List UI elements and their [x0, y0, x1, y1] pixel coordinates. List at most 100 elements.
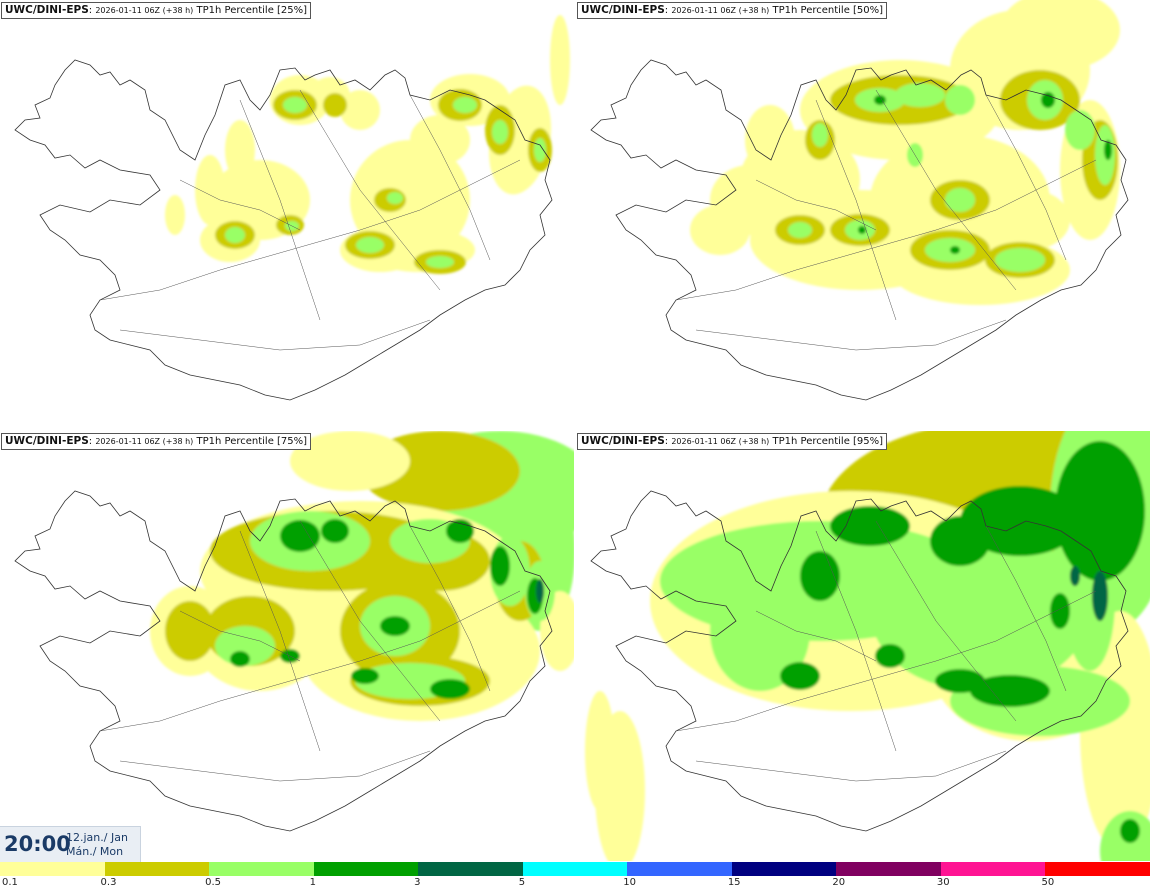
precip-area: [536, 579, 544, 603]
run-time: 2026-01-11 06Z (+38 h): [671, 437, 770, 446]
precip-area: [323, 93, 347, 117]
panel-title: UWC/DINI-EPS: 2026-01-11 06Z (+38 h) TP1…: [577, 2, 888, 19]
precip-area: [690, 205, 750, 255]
colorbar-tick-label: 30: [936, 877, 950, 888]
precip-area: [1092, 571, 1108, 621]
precip-area: [945, 85, 975, 115]
road-line: [179, 179, 301, 231]
colorbar-tick-label: 3: [414, 877, 421, 888]
iceland-coastline: [590, 490, 1129, 832]
precip-colorbar: [0, 862, 1150, 876]
precip-area: [995, 248, 1045, 272]
road-line: [239, 530, 321, 752]
colorbar-tick-labels: 0.1 0.3 0.5 1 3 5 10 15 20 30 50: [0, 876, 1150, 891]
road-line: [99, 590, 521, 732]
model-source: UWC/DINI-EPS: [5, 435, 89, 447]
precip-area: [788, 222, 812, 238]
colorbar-segment: [104, 862, 210, 876]
precip-area: [870, 531, 1090, 691]
precip-area: [1000, 0, 1120, 70]
run-time: 2026-01-11 06Z (+38 h): [95, 6, 194, 15]
valid-time-box: 20:00 12.jan./ Jan Mán./ Mon: [0, 826, 141, 863]
precip-area: [340, 90, 380, 130]
road-line: [299, 89, 441, 291]
road-line: [239, 99, 321, 321]
iceland-coastline: [14, 59, 553, 401]
precip-area: [812, 123, 828, 147]
precip-area: [225, 227, 245, 243]
iceland-coastline: [14, 490, 553, 832]
colorbar-segment: [940, 862, 1046, 876]
road-line: [755, 610, 877, 662]
colorbar-segment: [836, 862, 941, 876]
precip-area: [895, 83, 945, 107]
precip-area: [800, 551, 840, 601]
colorbar-tick-label: 0.5: [205, 877, 221, 888]
precip-area: [534, 138, 546, 162]
precip-area: [745, 105, 795, 175]
road-line: [815, 99, 897, 321]
colorbar-tick-label: 15: [727, 877, 741, 888]
precip-area: [550, 15, 570, 105]
road-line: [179, 610, 301, 662]
precip-area: [710, 571, 810, 691]
colorbar-segment: [627, 862, 732, 876]
panel-title: UWC/DINI-EPS: 2026-01-11 06Z (+38 h) TP1…: [577, 433, 888, 450]
precip-area: [1120, 819, 1140, 843]
road-line: [409, 525, 491, 692]
valid-date: 12.jan./ Jan Mán./ Mon: [66, 831, 128, 859]
road-line: [875, 520, 1017, 722]
colorbar-segment: [731, 862, 837, 876]
precip-area: [387, 192, 403, 204]
precip-area: [321, 519, 349, 543]
panel-title: UWC/DINI-EPS: 2026-01-11 06Z (+38 h) TP1…: [1, 2, 312, 19]
colorbar-tick-label: 0.3: [100, 877, 117, 888]
precip-area: [453, 97, 477, 113]
road-line: [695, 750, 1007, 782]
precip-area: [950, 246, 960, 254]
precip-area: [1070, 566, 1080, 586]
road-line: [119, 750, 431, 782]
road-line: [119, 319, 431, 351]
precip-map-p50: [590, 0, 1129, 401]
road-line: [675, 159, 1097, 301]
panel-divider: [574, 0, 576, 862]
precip-area: [1104, 140, 1112, 160]
precip-area: [410, 115, 470, 165]
precip-area: [426, 256, 454, 268]
colorbar-segment: [418, 862, 523, 876]
precip-area: [930, 516, 990, 566]
precip-area: [780, 662, 820, 690]
precip-area: [446, 519, 474, 543]
road-line: [755, 179, 877, 231]
model-source: UWC/DINI-EPS: [5, 4, 89, 16]
precip-area: [215, 626, 275, 666]
precip-area: [195, 155, 225, 225]
colorbar-tick-label: 10: [623, 877, 636, 888]
precip-area: [830, 506, 910, 546]
colorbar-tick-label: 50: [1041, 877, 1055, 888]
field-label: TP1h Percentile [25%]: [196, 5, 308, 16]
valid-date-line1: 12.jan./ Jan: [66, 831, 128, 844]
map-panel-p95: UWC/DINI-EPS: 2026-01-11 06Z (+38 h) TP1…: [576, 431, 1150, 861]
colorbar-tick-label: 20: [832, 877, 846, 888]
run-time: 2026-01-11 06Z (+38 h): [671, 6, 770, 15]
precip-area: [1065, 110, 1095, 150]
colorbar-tick-label: 0.1: [2, 877, 18, 888]
precip-area: [858, 226, 866, 234]
map-panel-p25: UWC/DINI-EPS: 2026-01-11 06Z (+38 h) TP1…: [0, 0, 574, 430]
precip-area: [165, 601, 215, 661]
precip-area: [1041, 92, 1055, 108]
road-line: [985, 94, 1067, 261]
colorbar-segment: [1045, 862, 1150, 876]
colorbar-segment: [522, 862, 628, 876]
road-line: [409, 94, 491, 261]
field-label: TP1h Percentile [50%]: [772, 5, 884, 16]
precip-area: [290, 431, 410, 491]
precip-area: [165, 195, 185, 235]
precip-area: [960, 486, 1080, 556]
map-panel-p75: UWC/DINI-EPS: 2026-01-11 06Z (+38 h) TP1…: [0, 431, 574, 861]
precip-area: [283, 97, 307, 113]
precip-area: [585, 691, 615, 811]
model-source: UWC/DINI-EPS: [581, 4, 665, 16]
